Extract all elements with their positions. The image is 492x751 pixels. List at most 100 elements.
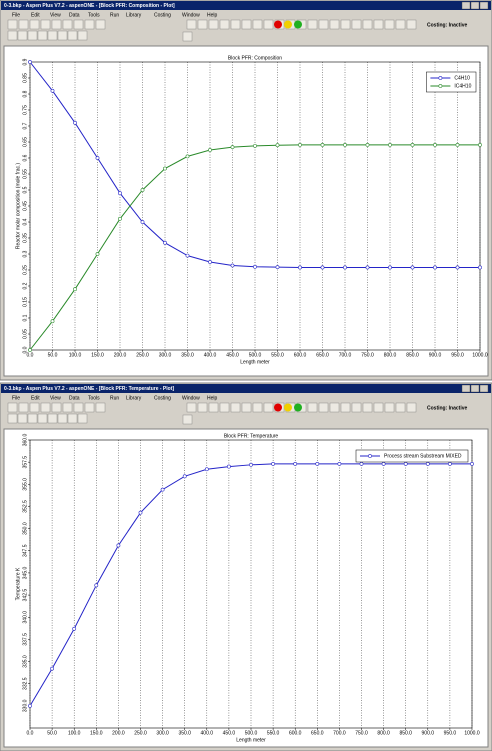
toolbar-button[interactable]: [18, 402, 29, 413]
toolbar-button[interactable]: [208, 402, 219, 413]
window-button[interactable]: [479, 384, 489, 393]
toolbar-button[interactable]: [37, 413, 48, 424]
toolbar-button[interactable]: [186, 402, 197, 413]
toolbar-button[interactable]: [27, 413, 38, 424]
menu-item[interactable]: Window: [182, 12, 200, 18]
toolbar-button[interactable]: [329, 19, 340, 30]
window-button[interactable]: [461, 384, 471, 393]
toolbar-button[interactable]: [373, 402, 384, 413]
menu-item[interactable]: Tools: [88, 12, 100, 18]
toolbar-button[interactable]: [62, 19, 73, 30]
toolbar-button[interactable]: [47, 30, 58, 41]
toolbar-button[interactable]: [40, 402, 51, 413]
x-tick-label: 800.0: [377, 730, 390, 736]
toolbar-button[interactable]: [95, 19, 106, 30]
toolbar-button[interactable]: [395, 402, 406, 413]
toolbar-button[interactable]: [67, 413, 78, 424]
toolbar-button[interactable]: [57, 413, 68, 424]
toolbar-button[interactable]: [395, 19, 406, 30]
toolbar-button[interactable]: [73, 19, 84, 30]
toolbar-button[interactable]: [307, 402, 318, 413]
menu-item[interactable]: View: [50, 12, 61, 18]
toolbar-button[interactable]: [40, 19, 51, 30]
toolbar-button[interactable]: [7, 19, 18, 30]
menu-item[interactable]: Window: [182, 395, 200, 401]
menu-item[interactable]: Tools: [88, 395, 100, 401]
toolbar-button[interactable]: [51, 402, 62, 413]
toolbar-button[interactable]: [84, 402, 95, 413]
toolbar-button[interactable]: [7, 413, 18, 424]
menu-item[interactable]: View: [50, 395, 61, 401]
menu-item[interactable]: Library: [126, 395, 142, 401]
toolbar-button[interactable]: [263, 402, 274, 413]
toolbar-button[interactable]: [182, 31, 193, 42]
window-button[interactable]: [470, 1, 480, 10]
menu-item[interactable]: Data: [69, 395, 80, 401]
toolbar-button[interactable]: [73, 402, 84, 413]
toolbar-button[interactable]: [362, 19, 373, 30]
toolbar-button[interactable]: [351, 402, 362, 413]
toolbar-button[interactable]: [241, 402, 252, 413]
toolbar-button[interactable]: [384, 402, 395, 413]
toolbar-button[interactable]: [62, 402, 73, 413]
toolbar-button[interactable]: [51, 19, 62, 30]
toolbar-button[interactable]: [77, 413, 88, 424]
toolbar-button[interactable]: [186, 19, 197, 30]
toolbar-button[interactable]: [197, 19, 208, 30]
toolbar-button[interactable]: [252, 19, 263, 30]
toolbar-button[interactable]: [252, 402, 263, 413]
toolbar-button[interactable]: [197, 402, 208, 413]
toolbar-button[interactable]: [17, 30, 28, 41]
toolbar-button[interactable]: [18, 19, 29, 30]
toolbar-button[interactable]: [95, 402, 106, 413]
toolbar-button[interactable]: [329, 402, 340, 413]
menu-item[interactable]: Edit: [31, 395, 40, 401]
menu-item[interactable]: File: [12, 395, 20, 401]
toolbar-button[interactable]: [373, 19, 384, 30]
toolbar-button[interactable]: [7, 30, 18, 41]
menu-item[interactable]: Costing: [154, 395, 171, 401]
window-button[interactable]: [470, 384, 480, 393]
menu-item[interactable]: Run: [110, 12, 119, 18]
toolbar-button[interactable]: [351, 19, 362, 30]
menu-item[interactable]: Library: [126, 12, 142, 18]
toolbar-button[interactable]: [230, 402, 241, 413]
toolbar-button[interactable]: [219, 19, 230, 30]
menu-item[interactable]: File: [12, 12, 20, 18]
window-button[interactable]: [461, 1, 471, 10]
menu-item[interactable]: Help: [207, 12, 218, 18]
toolbar-button[interactable]: [318, 19, 329, 30]
menu-item[interactable]: Data: [69, 12, 80, 18]
toolbar-button[interactable]: [406, 19, 417, 30]
menu-item[interactable]: Edit: [31, 12, 40, 18]
toolbar-button[interactable]: [208, 19, 219, 30]
toolbar-button[interactable]: [37, 30, 48, 41]
toolbar-button[interactable]: [77, 30, 88, 41]
toolbar-button[interactable]: [29, 402, 40, 413]
toolbar-button[interactable]: [47, 413, 58, 424]
toolbar-button[interactable]: [17, 413, 28, 424]
toolbar-button[interactable]: [84, 19, 95, 30]
toolbar-button[interactable]: [384, 19, 395, 30]
toolbar-button[interactable]: [362, 402, 373, 413]
toolbar-button[interactable]: [241, 19, 252, 30]
toolbar-button[interactable]: [27, 30, 38, 41]
menu-item[interactable]: Costing: [154, 12, 171, 18]
toolbar-button[interactable]: [67, 30, 78, 41]
x-tick-label: 450.0: [226, 352, 239, 358]
toolbar-button[interactable]: [318, 402, 329, 413]
toolbar-button[interactable]: [182, 414, 193, 425]
toolbar-button[interactable]: [7, 402, 18, 413]
toolbar-button[interactable]: [340, 19, 351, 30]
toolbar-button[interactable]: [230, 19, 241, 30]
toolbar-button[interactable]: [57, 30, 68, 41]
toolbar-button[interactable]: [340, 402, 351, 413]
toolbar-button[interactable]: [406, 402, 417, 413]
toolbar-button[interactable]: [29, 19, 40, 30]
menu-item[interactable]: Help: [207, 395, 218, 401]
window-button[interactable]: [479, 1, 489, 10]
menu-item[interactable]: Run: [110, 395, 119, 401]
toolbar-button[interactable]: [219, 402, 230, 413]
toolbar-button[interactable]: [307, 19, 318, 30]
toolbar-button[interactable]: [263, 19, 274, 30]
